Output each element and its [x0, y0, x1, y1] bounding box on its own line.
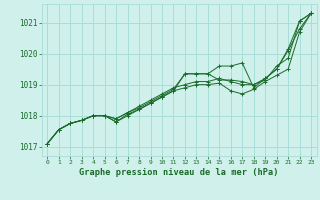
X-axis label: Graphe pression niveau de la mer (hPa): Graphe pression niveau de la mer (hPa) [79, 168, 279, 177]
